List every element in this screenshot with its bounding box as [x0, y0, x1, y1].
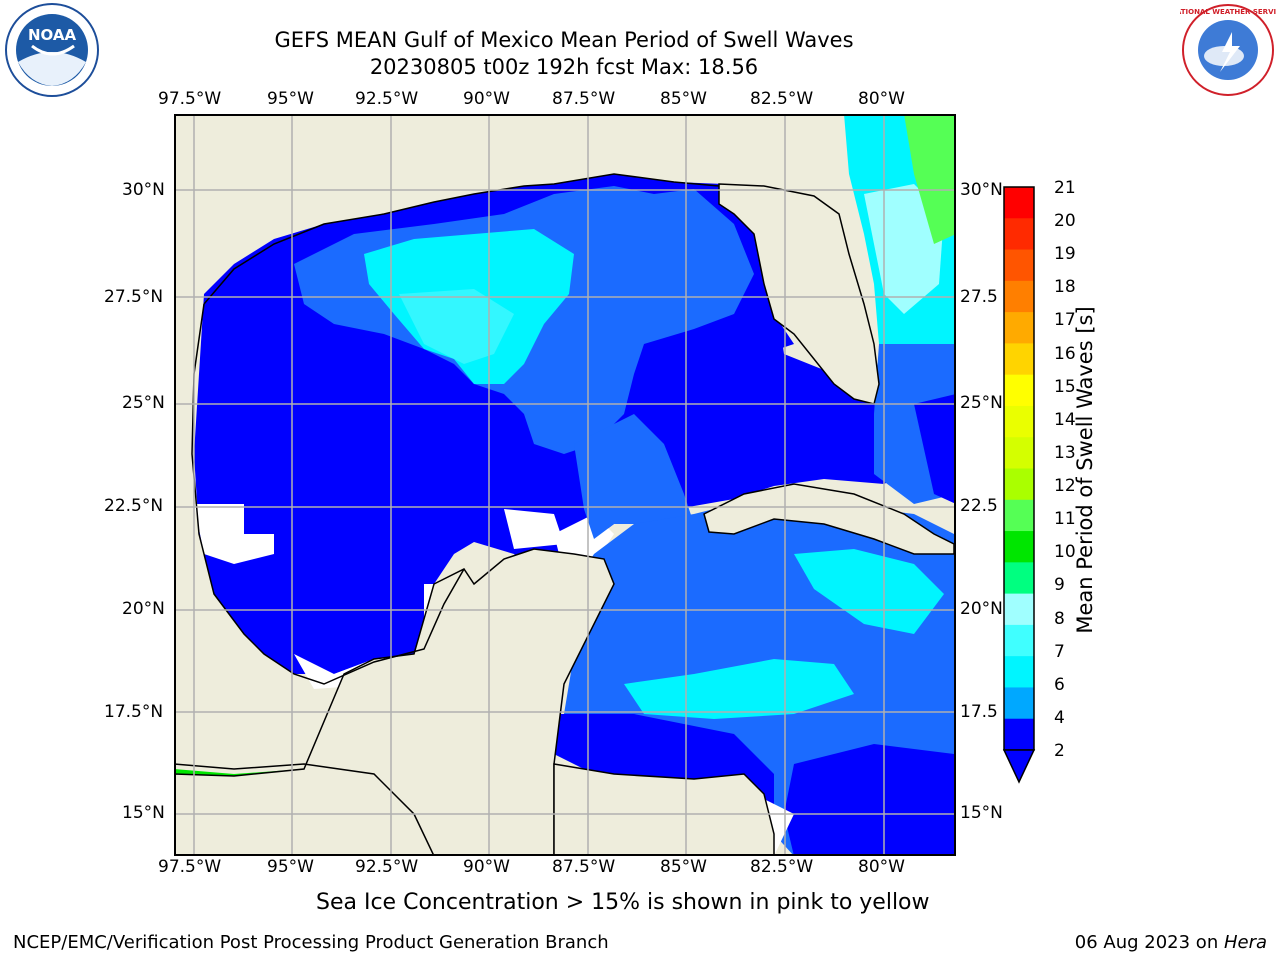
lat-label-right: 15°N	[960, 803, 1003, 823]
lat-label-right: 25°N	[960, 393, 1003, 413]
colorbar-ticks: 21 20 19 18 17 16 15 14 13 12 11 10 9 8 7 6 4 2	[1046, 178, 1096, 768]
colorbar-swatch	[1004, 593, 1034, 626]
nws-logo-text: NATIONAL WEATHER SERVICE	[1180, 8, 1276, 16]
lon-label-bottom: 92.5°W	[355, 857, 419, 877]
colorbar-swatch	[1004, 531, 1034, 563]
lat-label-right: 30°N	[960, 180, 1003, 200]
colorbar-tick-label: 13	[1054, 442, 1076, 463]
colorbar-swatch	[1004, 218, 1034, 251]
colorbar-swatch	[1004, 718, 1034, 751]
colorbar-swatch	[1004, 468, 1034, 501]
lon-label-bottom: 95°W	[267, 857, 314, 877]
colorbar-tick-label: 17	[1054, 310, 1076, 331]
noaa-logo: NOAA	[4, 2, 100, 98]
colorbar-swatch	[1004, 280, 1034, 313]
colorbar-swatch	[1004, 499, 1034, 532]
lat-label-left: 15°N	[122, 803, 165, 823]
map-frame	[174, 114, 956, 856]
lon-label-top: 97.5°W	[158, 89, 222, 109]
lat-label-left: 25°N	[122, 393, 165, 413]
colorbar-swatch	[1004, 687, 1034, 720]
lon-label-top: 87.5°W	[552, 89, 616, 109]
colorbar-swatch	[1004, 187, 1034, 219]
coastline-north	[203, 173, 720, 305]
colorbar-tick-label: 20	[1054, 211, 1076, 232]
colorbar-tick-label: 19	[1054, 244, 1076, 265]
footer-date: 06 Aug 2023 on Hera	[1075, 932, 1267, 953]
colorbar-swatch	[1004, 437, 1034, 469]
colorbar-label: Mean Period of Swell Waves [s]	[1073, 306, 1097, 634]
caption: Sea Ice Concentration > 15% is shown in …	[316, 890, 930, 915]
gulf-map	[174, 114, 956, 856]
colorbar-tick-label: 9	[1054, 575, 1065, 596]
lon-label-top: 80°W	[858, 89, 905, 109]
lat-label-right: 20°N	[960, 599, 1003, 619]
colorbar-tick-label: 15	[1054, 376, 1076, 397]
coastline-west	[191, 303, 465, 685]
colorbar-swatch	[1004, 343, 1034, 376]
chart-subtitle: 20230805 t00z 192h fcst Max: 18.56	[369, 55, 759, 79]
colorbar-tick-label: 10	[1054, 542, 1076, 563]
footer-host: Hera	[1223, 932, 1267, 953]
colorbar-tick-label: 12	[1054, 476, 1076, 497]
colorbar-swatch	[1004, 312, 1034, 344]
lon-label-bottom: 97.5°W	[158, 857, 222, 877]
lat-label-left: 30°N	[122, 180, 165, 200]
colorbar-tick-label: 2	[1054, 741, 1065, 761]
lat-label-left: 27.5°N	[104, 287, 164, 307]
central-america-land	[553, 763, 775, 856]
nws-logo: NATIONAL WEATHER SERVICE	[1170, 2, 1280, 98]
lon-label-bottom: 90°W	[463, 857, 510, 877]
chart-title: GEFS MEAN Gulf of Mexico Mean Period of …	[274, 28, 854, 52]
colorbar-tick-label: 6	[1054, 674, 1065, 695]
lon-label-bottom: 82.5°W	[750, 857, 814, 877]
colorbar-tick-label: 4	[1054, 707, 1065, 728]
lat-label-right: 17.5	[960, 702, 998, 722]
lat-label-left: 17.5°N	[104, 702, 164, 722]
colorbar-tick-label: 7	[1054, 641, 1065, 662]
lon-label-top: 90°W	[463, 89, 510, 109]
colorbar-swatch	[1004, 656, 1034, 688]
lon-label-top: 92.5°W	[355, 89, 419, 109]
lon-label-bottom: 80°W	[858, 857, 905, 877]
lat-label-left: 22.5°N	[104, 496, 164, 516]
colorbar-swatch	[1004, 405, 1034, 438]
colorbar-swatch	[1004, 249, 1034, 282]
footer-credit: NCEP/EMC/Verification Post Processing Pr…	[13, 932, 609, 953]
lon-label-top: 85°W	[660, 89, 707, 109]
colorbar-tick-label: 14	[1054, 409, 1076, 430]
lon-label-bottom: 85°W	[660, 857, 707, 877]
colorbar-tick-label: 11	[1054, 509, 1076, 530]
footer-date-text: 06 Aug 2023 on	[1074, 932, 1224, 953]
lat-label-left: 20°N	[122, 599, 165, 619]
colorbar-swatch	[1004, 562, 1034, 595]
lat-label-right: 27.5	[960, 287, 998, 307]
colorbar-tick-label: 8	[1054, 608, 1065, 629]
colorbar-tick-label: 16	[1054, 343, 1076, 364]
colorbar	[1002, 186, 1036, 784]
lon-label-top: 82.5°W	[750, 89, 814, 109]
lat-label-right: 22.5	[960, 496, 998, 516]
grid-lines	[174, 114, 956, 856]
colorbar-tick-label: 18	[1054, 277, 1076, 298]
colorbar-swatch	[1004, 374, 1034, 407]
florida-land	[718, 183, 880, 405]
colorbar-swatch	[1004, 624, 1034, 657]
noaa-logo-text: NOAA	[28, 26, 77, 44]
colorbar-tick-label: 21	[1054, 178, 1076, 198]
colorbar-extend-arrow	[1002, 749, 1036, 784]
lon-label-top: 95°W	[267, 89, 314, 109]
lon-label-bottom: 87.5°W	[552, 857, 616, 877]
